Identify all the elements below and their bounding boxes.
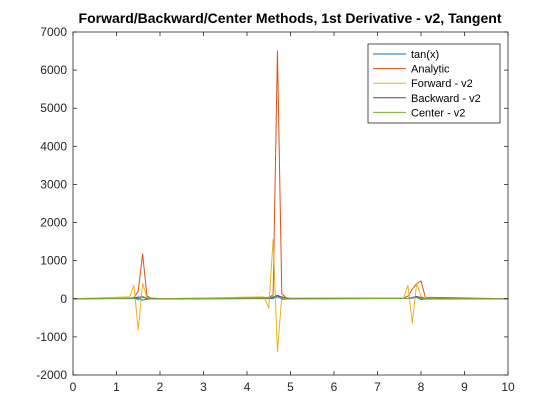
- y-tick-label: 2000: [40, 216, 67, 230]
- legend: tan(x) Analytic Forward - v2 Backward - v2 C…: [367, 43, 501, 124]
- x-tick-label: 1: [113, 380, 120, 394]
- y-tick-label: -1000: [36, 330, 67, 344]
- series-line-4: [73, 295, 508, 301]
- y-tick-label: 5000: [40, 101, 67, 115]
- y-tick-label: 0: [60, 292, 67, 306]
- x-tick-label: 7: [374, 380, 381, 394]
- x-tick-label: 8: [418, 380, 425, 394]
- legend-label-1: Analytic: [411, 64, 450, 76]
- series-line-3: [73, 294, 508, 300]
- x-tick-label: 5: [287, 380, 294, 394]
- x-tick-label: 4: [244, 380, 251, 394]
- series-layer: [73, 50, 508, 353]
- y-tick-label: 6000: [40, 63, 67, 77]
- x-tick-label: 2: [157, 380, 164, 394]
- series-line-1: [73, 50, 508, 300]
- x-tick-label: 3: [200, 380, 207, 394]
- y-tick-label: 7000: [40, 25, 67, 39]
- chart-title: Forward/Backward/Center Methods, 1st Der…: [79, 10, 502, 26]
- legend-label-0: tan(x): [411, 49, 439, 61]
- y-tick-label: -2000: [36, 368, 67, 382]
- legend-label-4: Center - v2: [411, 107, 465, 119]
- y-tick-label: 1000: [40, 254, 67, 268]
- y-tick-label: 4000: [40, 139, 67, 153]
- axes-layer: 0 1 2 3 4 5 6 7 8 9 10 -2000 -1000 0 1000 2000 3000 4000 5…: [36, 25, 515, 394]
- legend-label-3: Backward - v2: [411, 93, 481, 105]
- legend-label-2: Forward - v2: [411, 78, 473, 90]
- x-tick-label: 6: [331, 380, 338, 394]
- x-tick-label: 9: [461, 380, 468, 394]
- x-tick-label: 10: [501, 380, 515, 394]
- x-tick-label: 0: [70, 380, 77, 394]
- series-line-2: [73, 239, 508, 353]
- y-tick-label: 3000: [40, 177, 67, 191]
